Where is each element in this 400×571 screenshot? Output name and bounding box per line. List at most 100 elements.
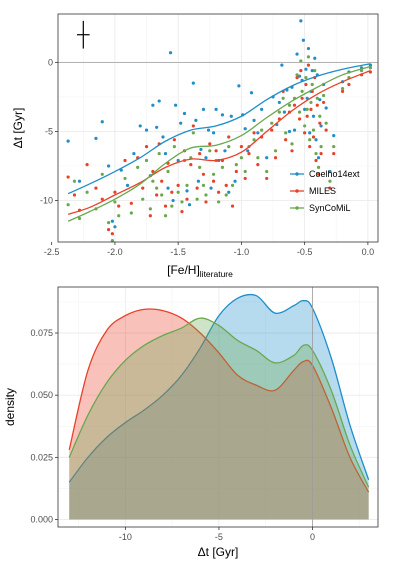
scatter-x-tick-label: 0.0 [362,247,375,257]
point-miles [319,151,323,156]
point-miles [299,69,303,73]
point-miles [315,103,319,107]
point-miles [292,103,297,107]
point-miles [239,145,243,149]
point-syncomil [180,200,184,204]
point-miles [318,121,322,125]
density-ticks: -10 -5 0 0.000 0.025 0.050 0.075 [30,328,315,542]
point-syncomil [191,131,195,135]
point-coelho14ext [301,38,305,42]
point-syncomil [324,121,328,125]
scatter-frame [57,13,379,243]
point-syncomil [208,149,212,153]
density-x-tick-label: -10 [119,532,132,542]
point-miles [208,142,212,146]
point-coelho14ext [243,127,247,131]
point-coelho14ext [229,114,233,118]
point-miles [117,204,121,208]
point-miles [224,183,228,187]
point-coelho14ext [94,136,98,140]
point-syncomil [230,183,235,187]
point-syncomil [72,179,77,183]
point-miles [94,186,98,190]
point-syncomil [340,87,345,91]
point-syncomil [256,156,260,160]
point-miles [66,175,70,179]
point-coelho14ext [182,111,187,116]
point-syncomil [234,163,238,167]
point-coelho14ext [292,128,297,132]
point-miles [217,190,221,194]
point-syncomil [157,151,161,156]
point-syncomil [220,165,225,169]
point-miles [176,183,180,187]
point-coelho14ext [246,149,250,153]
scatter-y-tick-label: -10 [40,196,53,206]
point-coelho14ext [308,131,312,135]
point-syncomil [151,179,155,183]
scatter-panel: -2.5 -2.0 -1.5 -1.0 -0.5 0.0 -10 -5 0 Coelho14ex… [11,13,379,279]
point-miles [204,200,208,204]
point-syncomil [148,207,152,211]
density-y-tick-label: 0.025 [30,452,53,462]
point-coelho14ext [214,107,218,111]
point-syncomil [287,103,292,107]
point-miles [297,117,302,121]
point-miles [322,100,326,105]
point-coelho14ext [277,100,281,105]
scatter-x-tick-label: -0.5 [297,247,313,257]
point-coelho14ext [163,151,168,156]
point-coelho14ext [185,189,189,193]
point-syncomil [290,142,294,146]
scatter-trend-lines [67,63,371,222]
scatter-plot-area [58,14,378,242]
point-miles [160,179,164,183]
density-y-tick-label: 0.075 [30,328,53,338]
point-miles [328,186,332,190]
point-syncomil [166,169,170,174]
scatter-y-axis-label: Δt [Gyr] [11,108,25,149]
scatter-x-axis-label: [Fe/H]literature [167,263,233,279]
density-y-tick-label: 0.050 [30,390,53,400]
point-syncomil [172,145,176,149]
point-miles [170,190,174,194]
point-coelho14ext [66,139,70,143]
point-syncomil [359,69,364,73]
point-syncomil [160,193,164,197]
legend-label-syncomil: SynCoMiL [309,203,351,213]
point-coelho14ext [199,147,203,152]
point-syncomil [239,156,243,160]
point-coelho14ext [201,107,206,111]
point-coelho14ext [155,125,159,129]
point-syncomil [311,128,316,132]
density-area-coelho14ext [69,294,369,520]
point-coelho14ext [191,81,195,85]
point-miles [305,114,309,118]
point-coelho14ext [227,190,231,194]
point-coelho14ext [100,120,104,124]
legend-entry-syncomil: SynCoMiL [290,203,351,213]
point-syncomil [106,221,111,225]
point-coelho14ext [306,46,311,51]
point-miles [172,138,176,142]
point-coelho14ext [77,179,82,183]
point-coelho14ext [144,128,149,132]
point-syncomil [77,216,82,221]
point-coelho14ext [196,179,200,183]
point-miles [295,75,299,80]
point-coelho14ext [187,203,192,207]
density-curve-syncomil [68,317,370,488]
point-coelho14ext [303,107,307,111]
point-miles [243,176,247,181]
point-syncomil [136,165,140,169]
point-miles [100,197,104,201]
point-miles [306,63,311,67]
legend-point-miles [295,189,299,193]
point-miles [129,201,133,205]
point-syncomil [163,214,168,218]
point-syncomil [297,110,302,114]
point-syncomil [318,114,322,118]
legend-entry-miles: MILES [290,186,336,196]
point-coelho14ext [260,107,264,111]
